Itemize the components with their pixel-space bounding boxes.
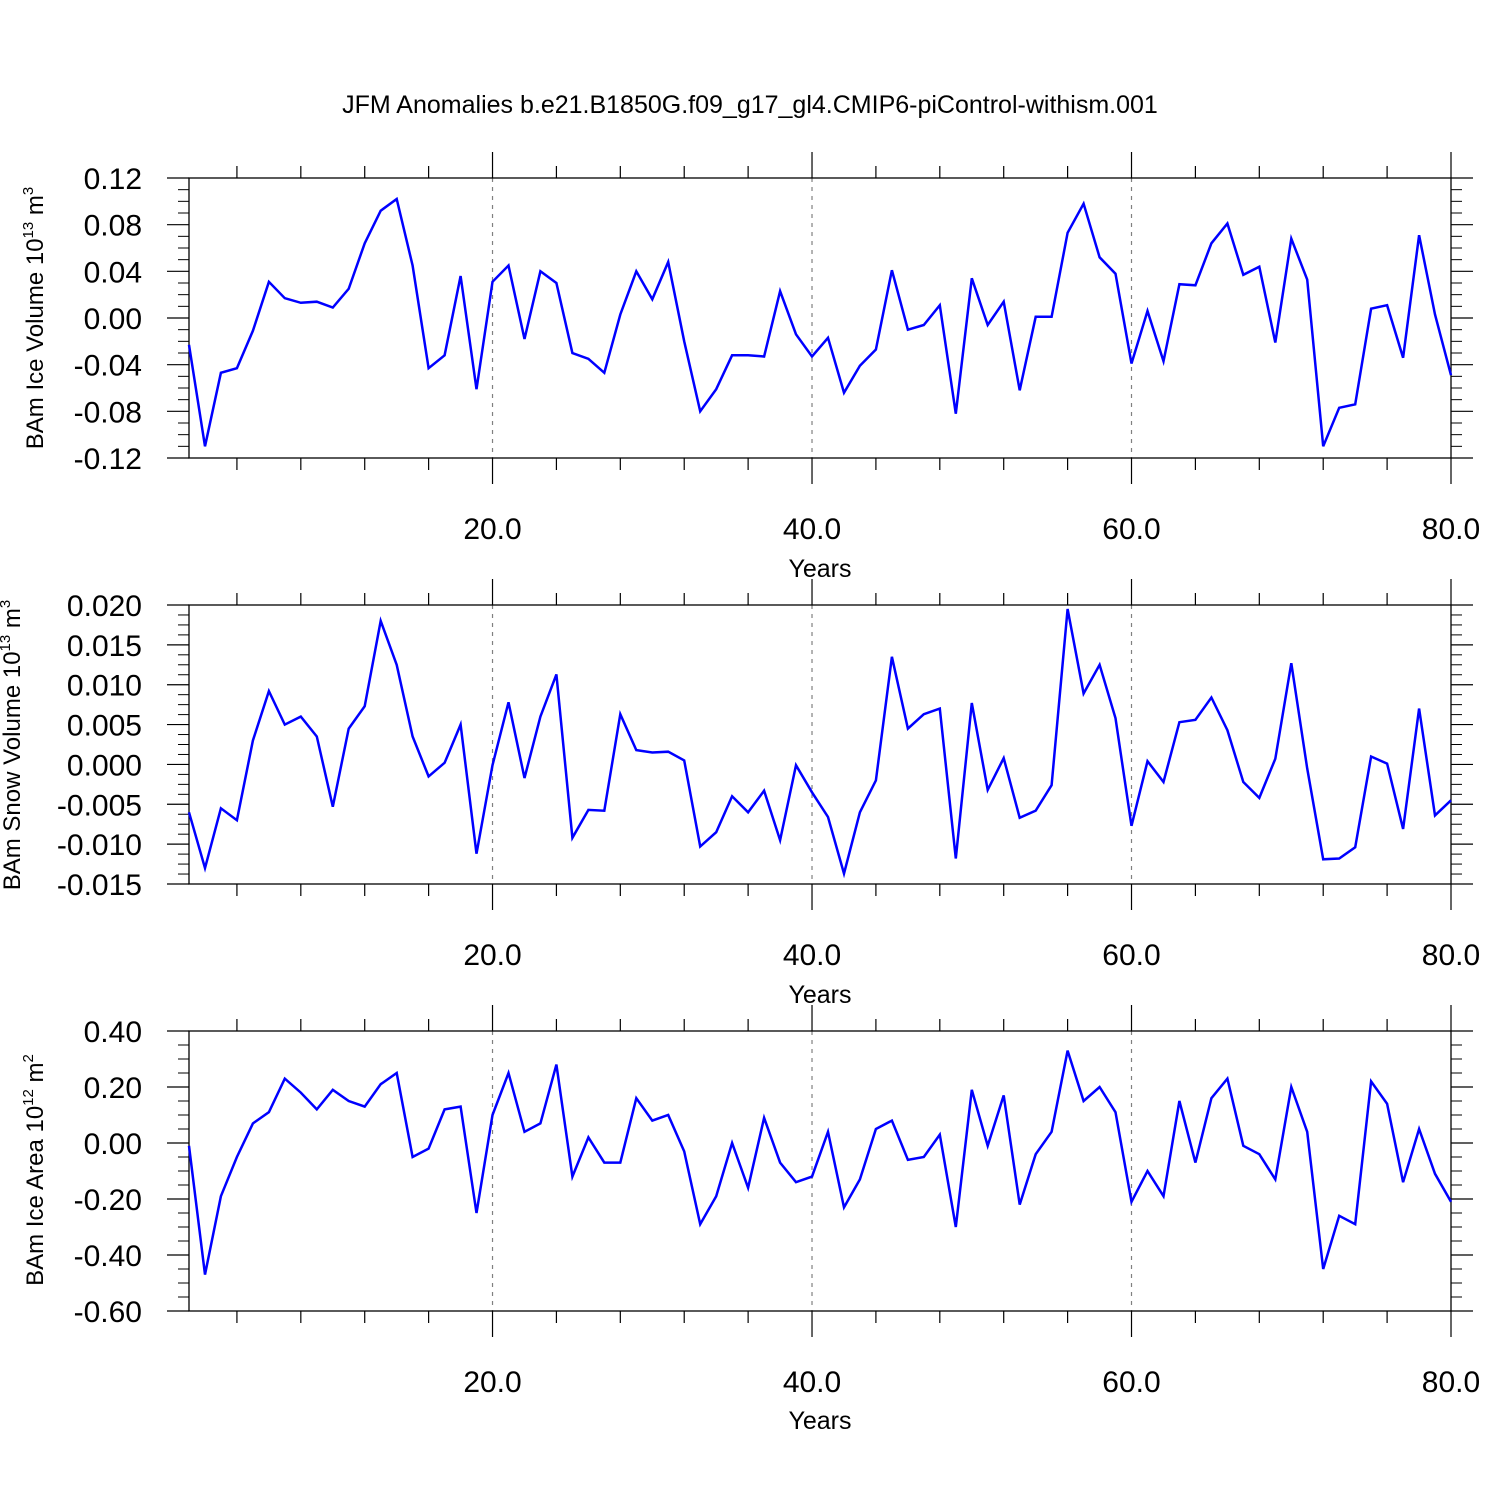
y-tick-label: -0.20 [74,1184,142,1217]
x-tick-label: 20.0 [463,513,521,546]
y-tick-label: -0.010 [57,829,142,862]
y-tick-label: 0.00 [84,303,142,336]
y-axis-label-unit-exponent: 3 [0,600,14,608]
y-tick-label: -0.40 [74,1240,142,1273]
y-axis-label-unit-exponent: 3 [20,187,37,195]
y-axis-label: BAm Ice Volume 1013 m3 [20,187,49,449]
y-axis-label-unit-exponent: 2 [20,1054,37,1062]
x-axis-label: Years [788,981,851,1009]
x-tick-label: 40.0 [783,1366,841,1399]
panel-ice-area: BAm Ice Area 1012 m2 Years 20.0 40.0 60.0 8… [20,1005,1480,1435]
x-tick-label: 20.0 [463,1366,521,1399]
y-tick-label: 0.015 [67,630,142,663]
y-tick-label: -0.005 [57,789,142,822]
y-tick-label: 0.00 [84,1128,142,1161]
x-tick-label: 60.0 [1102,513,1160,546]
plot-frame [188,604,1452,885]
x-tick-label: 20.0 [463,939,521,972]
y-axis-label: BAm Ice Area 1012 m2 [20,1054,49,1286]
y-tick-label: 0.020 [67,590,142,623]
x-tick-label: 80.0 [1422,513,1480,546]
y-tick-label: 0.40 [84,1016,142,1049]
y-tick-label: 0.20 [84,1072,142,1105]
y-tick-label: 0.000 [67,749,142,782]
series-line [187,608,1452,879]
x-tick-label: 40.0 [783,513,841,546]
panel-snow-volume: BAm Snow Volume 1013 m3 Years 20.0 40.0 60… [0,579,1480,1009]
plot-frame [188,177,1452,459]
y-axis-label-prefix: BAm Ice Volume 10 [22,238,49,449]
y-tick-label: -0.04 [74,350,142,383]
y-tick-label: -0.60 [74,1296,142,1329]
y-axis-label-prefix: BAm Snow Volume 10 [0,651,26,890]
y-axis-label-prefix: BAm Ice Area 10 [22,1106,49,1286]
y-axis-label: BAm Snow Volume 1013 m3 [0,600,26,891]
x-tick-label: 60.0 [1102,939,1160,972]
x-tick-label: 80.0 [1422,939,1480,972]
plot-frame [188,1030,1452,1312]
y-tick-label: 0.010 [67,670,142,703]
series-line [187,1050,1453,1275]
y-tick-label: -0.12 [74,443,142,476]
figure-title: JFM Anomalies b.e21.B1850G.f09_g17_gl4.C… [342,91,1158,119]
y-tick-label: 0.08 [84,210,142,243]
y-axis-label-exponent: 13 [20,222,37,239]
y-axis-label-unit: m [22,195,49,222]
x-tick-label: 60.0 [1102,1366,1160,1399]
y-axis-label-unit: m [0,608,26,635]
x-tick-label: 80.0 [1422,1366,1480,1399]
x-axis-label: Years [788,555,851,583]
y-tick-label: 0.12 [84,163,142,196]
x-tick-label: 40.0 [783,939,841,972]
series-line [187,196,1453,447]
x-axis-label: Years [788,1407,851,1435]
y-tick-label: -0.015 [57,869,142,902]
y-axis-label-exponent: 13 [0,635,14,652]
y-axis-label-unit: m [22,1062,49,1089]
y-tick-label: 0.005 [67,710,142,743]
y-tick-label: -0.08 [74,396,142,429]
y-tick-label: 0.04 [84,256,142,289]
panel-ice-volume: BAm Ice Volume 1013 m3 Years 20.0 40.0 60.… [20,152,1480,583]
y-axis-label-exponent: 12 [20,1089,37,1106]
